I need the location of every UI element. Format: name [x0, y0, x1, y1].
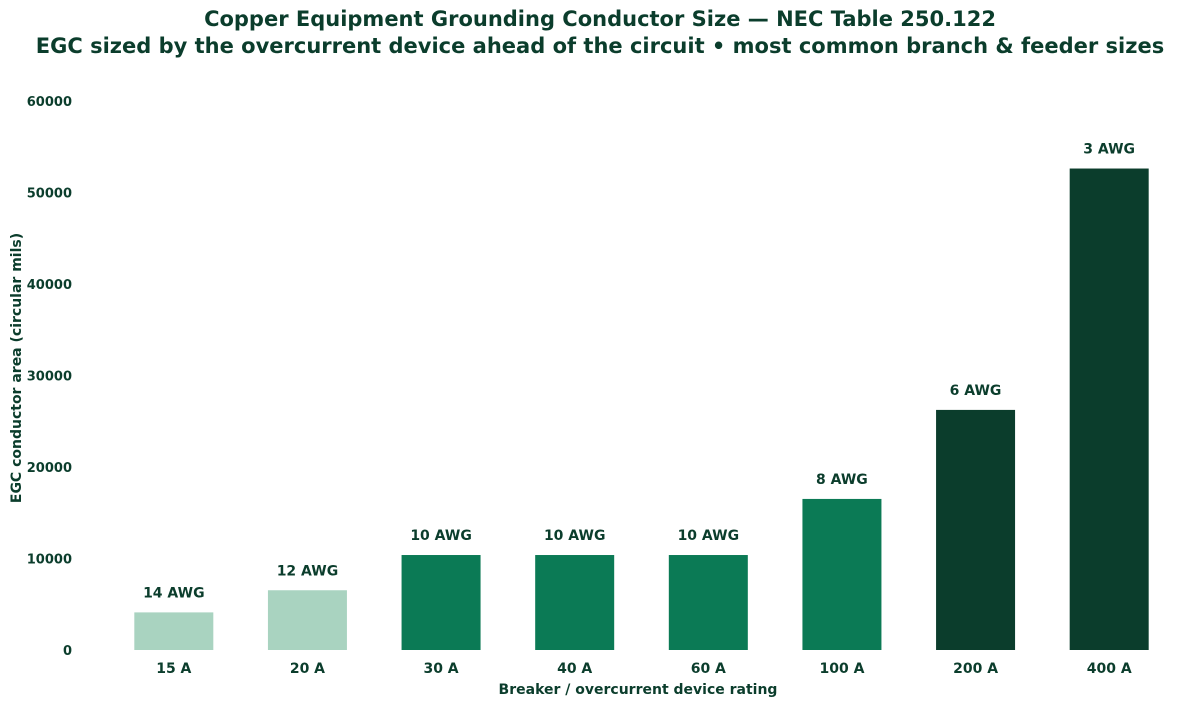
- x-tick-label: 200 A: [953, 661, 998, 677]
- bar-data-label: 8 AWG: [816, 472, 868, 488]
- y-tick-label: 40000: [27, 278, 72, 293]
- y-tick-label: 20000: [27, 461, 72, 476]
- bar: [802, 498, 882, 650]
- x-tick-label: 60 A: [691, 661, 726, 677]
- bar-data-label: 10 AWG: [410, 528, 472, 544]
- y-axis-ticks: 0 10000 20000 30000 40000 50000 60000: [27, 95, 72, 659]
- bar: [535, 555, 615, 650]
- bar-labels: 14 AWG 12 AWG 10 AWG 10 AWG 10 AWG 8 AWG 6 AWG…: [143, 142, 1135, 602]
- bar-data-label: 3 AWG: [1083, 142, 1135, 158]
- x-tick-label: 15 A: [156, 661, 191, 677]
- bar: [668, 555, 748, 650]
- y-tick-label: 30000: [27, 370, 72, 385]
- x-tick-label: 20 A: [290, 661, 325, 677]
- y-tick-label: 50000: [27, 187, 72, 202]
- bar-data-label: 10 AWG: [544, 528, 606, 544]
- y-axis-title: EGC conductor area (circular mils): [9, 233, 25, 503]
- x-axis-ticks: 15 A 20 A 30 A 40 A 60 A 100 A 200 A 400 A: [156, 661, 1132, 677]
- x-tick-label: 40 A: [557, 661, 592, 677]
- x-tick-label: 400 A: [1087, 661, 1132, 677]
- chart-subtitle: EGC sized by the overcurrent device ahea…: [36, 34, 1164, 58]
- chart-title: Copper Equipment Grounding Conductor Siz…: [204, 7, 996, 31]
- bars: [134, 168, 1149, 651]
- bar: [134, 612, 214, 650]
- y-tick-label: 10000: [27, 553, 72, 568]
- y-tick-label: 60000: [27, 95, 72, 110]
- bar-data-label: 12 AWG: [277, 563, 339, 579]
- y-tick-label: 0: [63, 644, 72, 659]
- bar-data-label: 14 AWG: [143, 585, 205, 601]
- bar-data-label: 10 AWG: [678, 528, 740, 544]
- x-tick-label: 30 A: [423, 661, 458, 677]
- bar: [1069, 168, 1149, 651]
- bar: [936, 409, 1016, 650]
- x-tick-label: 100 A: [819, 661, 864, 677]
- x-axis-title: Breaker / overcurrent device rating: [499, 682, 778, 698]
- bar: [401, 555, 481, 650]
- bar-data-label: 6 AWG: [950, 383, 1002, 399]
- bar: [267, 590, 347, 650]
